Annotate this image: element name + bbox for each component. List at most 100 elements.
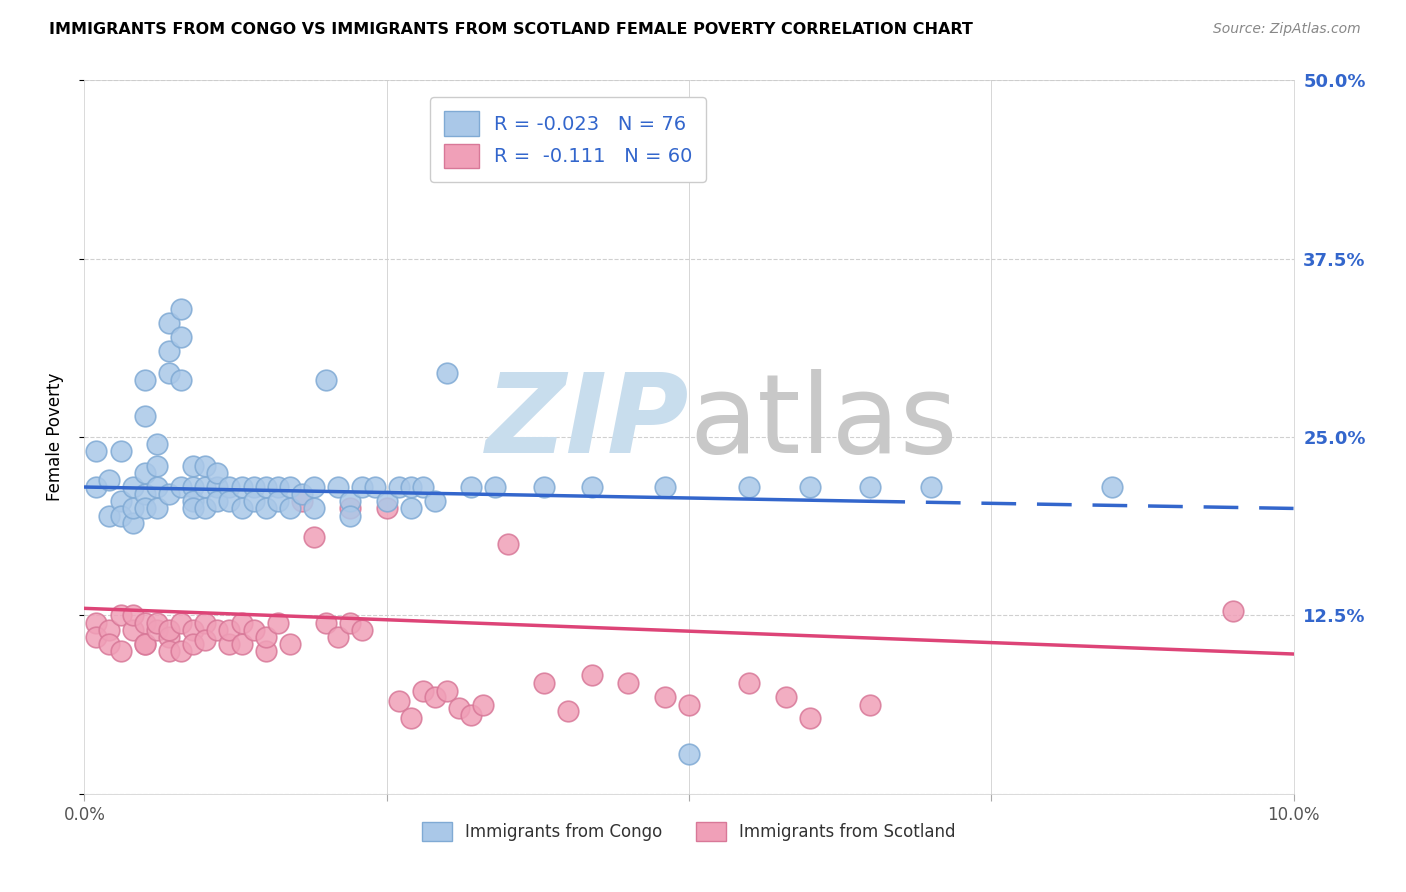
Point	[291, 487, 314, 501]
Point	[267, 615, 290, 630]
Point	[302, 480, 325, 494]
Point	[412, 480, 434, 494]
Point	[181, 480, 204, 494]
Point	[170, 373, 193, 387]
Point	[678, 698, 700, 713]
Point	[157, 630, 180, 644]
Point	[412, 684, 434, 698]
Point	[86, 615, 108, 630]
Point	[134, 487, 156, 501]
Point	[799, 711, 821, 725]
Point	[231, 501, 253, 516]
Point	[484, 480, 506, 494]
Point	[134, 637, 156, 651]
Point	[581, 480, 603, 494]
Point	[581, 668, 603, 682]
Point	[146, 458, 169, 473]
Point	[799, 480, 821, 494]
Point	[97, 637, 120, 651]
Point	[399, 711, 422, 725]
Y-axis label: Female Poverty: Female Poverty	[45, 373, 63, 501]
Point	[738, 480, 761, 494]
Point	[170, 480, 193, 494]
Point	[654, 480, 676, 494]
Point	[157, 344, 180, 359]
Point	[218, 623, 240, 637]
Point	[242, 494, 264, 508]
Point	[254, 630, 277, 644]
Point	[859, 480, 882, 494]
Point	[654, 690, 676, 704]
Point	[194, 615, 217, 630]
Point	[218, 637, 240, 651]
Point	[557, 704, 579, 718]
Point	[121, 608, 143, 623]
Point	[110, 608, 132, 623]
Point	[157, 623, 180, 637]
Point	[86, 480, 108, 494]
Text: IMMIGRANTS FROM CONGO VS IMMIGRANTS FROM SCOTLAND FEMALE POVERTY CORRELATION CHA: IMMIGRANTS FROM CONGO VS IMMIGRANTS FROM…	[49, 22, 973, 37]
Point	[352, 480, 374, 494]
Point	[121, 480, 143, 494]
Point	[181, 623, 204, 637]
Point	[363, 480, 385, 494]
Point	[339, 501, 361, 516]
Point	[121, 623, 143, 637]
Point	[170, 330, 193, 344]
Point	[194, 632, 217, 647]
Point	[388, 480, 411, 494]
Point	[242, 623, 264, 637]
Point	[207, 623, 229, 637]
Point	[146, 615, 169, 630]
Point	[617, 675, 640, 690]
Point	[920, 480, 942, 494]
Point	[170, 615, 193, 630]
Point	[1101, 480, 1123, 494]
Point	[181, 501, 204, 516]
Point	[194, 458, 217, 473]
Point	[254, 480, 277, 494]
Point	[134, 466, 156, 480]
Point	[86, 630, 108, 644]
Point	[97, 623, 120, 637]
Point	[775, 690, 797, 704]
Point	[146, 480, 169, 494]
Point	[194, 480, 217, 494]
Point	[86, 444, 108, 458]
Point	[242, 480, 264, 494]
Point	[110, 644, 132, 658]
Point	[146, 623, 169, 637]
Point	[738, 675, 761, 690]
Point	[388, 694, 411, 708]
Text: ZIP: ZIP	[485, 369, 689, 476]
Point	[423, 690, 446, 704]
Point	[110, 508, 132, 523]
Point	[97, 508, 120, 523]
Point	[194, 501, 217, 516]
Point	[121, 516, 143, 530]
Point	[399, 480, 422, 494]
Point	[278, 480, 301, 494]
Point	[110, 494, 132, 508]
Point	[423, 494, 446, 508]
Point	[436, 684, 458, 698]
Point	[267, 480, 290, 494]
Point	[328, 480, 350, 494]
Point	[436, 366, 458, 380]
Point	[472, 698, 495, 713]
Point	[267, 494, 290, 508]
Legend: Immigrants from Congo, Immigrants from Scotland: Immigrants from Congo, Immigrants from S…	[413, 814, 965, 850]
Text: Source: ZipAtlas.com: Source: ZipAtlas.com	[1213, 22, 1361, 37]
Point	[157, 366, 180, 380]
Point	[207, 480, 229, 494]
Point	[181, 458, 204, 473]
Point	[449, 701, 471, 715]
Point	[302, 530, 325, 544]
Point	[254, 501, 277, 516]
Point	[231, 637, 253, 651]
Point	[460, 708, 482, 723]
Point	[533, 480, 555, 494]
Point	[134, 501, 156, 516]
Point	[121, 501, 143, 516]
Point	[110, 444, 132, 458]
